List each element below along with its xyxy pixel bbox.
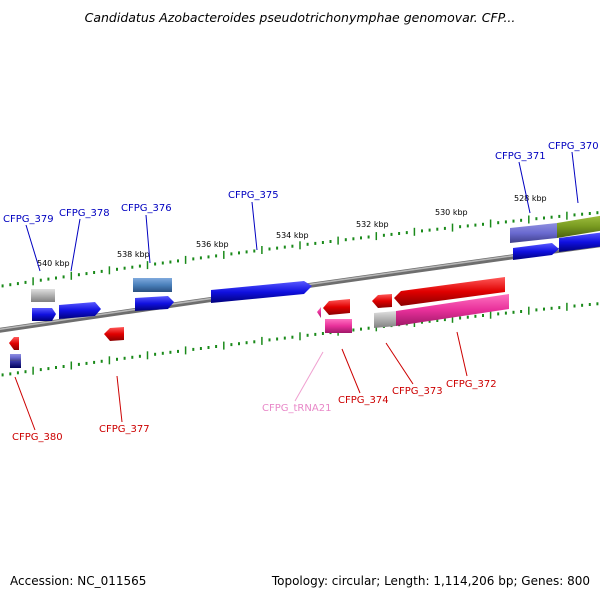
- gene-cfpg-377[interactable]: [104, 327, 124, 341]
- scale-ticks-forward: [1, 211, 599, 288]
- gene-cfpg-375[interactable]: [211, 281, 312, 303]
- gene-red-edge-left[interactable]: [9, 337, 19, 350]
- gene-cfpg-trna21[interactable]: [317, 307, 321, 318]
- leader-cfpg-372: [456, 331, 468, 377]
- leader-cfpg-trna21: [294, 351, 324, 402]
- scale-label-528: 528 kbp: [514, 194, 547, 203]
- gene-labels: CFPG_379 CFPG_378 CFPG_376 CFPG_375 CFPG…: [3, 141, 599, 443]
- forward-feature-row-upper: [31, 215, 600, 302]
- scale-label-536: 536 kbp: [196, 240, 229, 249]
- scale-label-530: 530 kbp: [435, 208, 468, 217]
- label-cfpg-375[interactable]: CFPG_375: [228, 190, 279, 201]
- scale-label-538: 538 kbp: [117, 250, 150, 259]
- label-cfpg-380[interactable]: CFPG_380: [12, 432, 63, 443]
- leader-cfpg-373: [385, 342, 414, 385]
- gene-red-cfpg-372-upper[interactable]: [394, 277, 505, 306]
- leader-cfpg-371: [518, 161, 531, 214]
- gene-cfpg-380-upper[interactable]: [10, 354, 21, 361]
- forward-genes: [32, 232, 600, 321]
- leader-cfpg-377: [116, 375, 123, 423]
- leader-cfpg-378: [70, 218, 81, 272]
- gene-cfpg-370[interactable]: [559, 232, 600, 252]
- gene-red-cfpg-373-upper[interactable]: [372, 294, 392, 308]
- label-cfpg-trna21[interactable]: CFPG_tRNA21: [262, 403, 331, 414]
- gene-cfpg-379[interactable]: [32, 308, 56, 321]
- leader-cfpg-376: [145, 214, 151, 264]
- leader-cfpg-379: [25, 224, 41, 272]
- gene-block-steel[interactable]: [133, 278, 172, 292]
- label-cfpg-376[interactable]: CFPG_376: [121, 203, 172, 214]
- label-cfpg-373[interactable]: CFPG_373: [392, 386, 443, 397]
- label-cfpg-377[interactable]: CFPG_377: [99, 424, 150, 435]
- map-title: Candidatus Azobacteroides pseudotrichony…: [84, 10, 516, 25]
- label-cfpg-370[interactable]: CFPG_370: [548, 141, 599, 152]
- label-cfpg-374[interactable]: CFPG_374: [338, 395, 389, 406]
- scale-labels: 540 kbp 538 kbp 536 kbp 534 kbp 532 kbp …: [37, 194, 547, 268]
- leader-cfpg-370: [571, 151, 579, 204]
- label-leader-lines: [14, 151, 579, 431]
- leader-cfpg-375: [251, 201, 258, 251]
- gene-cfpg-378[interactable]: [59, 302, 101, 319]
- label-cfpg-371[interactable]: CFPG_371: [495, 151, 546, 162]
- leader-cfpg-374: [341, 348, 361, 394]
- gene-cfpg-373[interactable]: [374, 311, 396, 328]
- scale-label-532: 532 kbp: [356, 220, 389, 229]
- genome-stats-text: Topology: circular; Length: 1,114,206 bp…: [271, 574, 590, 588]
- gene-cfpg-376[interactable]: [135, 296, 174, 311]
- label-cfpg-372[interactable]: CFPG_372: [446, 379, 497, 390]
- gene-block-olive[interactable]: [557, 215, 600, 238]
- leader-cfpg-380: [14, 376, 36, 431]
- reverse-genes: [9, 277, 509, 368]
- gene-cfpg-372[interactable]: [396, 294, 509, 326]
- scale-label-534: 534 kbp: [276, 231, 309, 240]
- scale-label-540: 540 kbp: [37, 259, 70, 268]
- label-cfpg-379[interactable]: CFPG_379: [3, 214, 54, 225]
- gene-red-small[interactable]: [323, 299, 350, 315]
- gene-cfpg-371[interactable]: [513, 243, 559, 260]
- gene-block-purple[interactable]: [510, 223, 557, 243]
- gene-block-gray[interactable]: [31, 289, 55, 302]
- gene-cfpg-374[interactable]: [325, 319, 352, 333]
- gene-cfpg-380[interactable]: [10, 361, 21, 368]
- accession-text: Accession: NC_011565: [10, 574, 147, 588]
- label-cfpg-378[interactable]: CFPG_378: [59, 208, 110, 219]
